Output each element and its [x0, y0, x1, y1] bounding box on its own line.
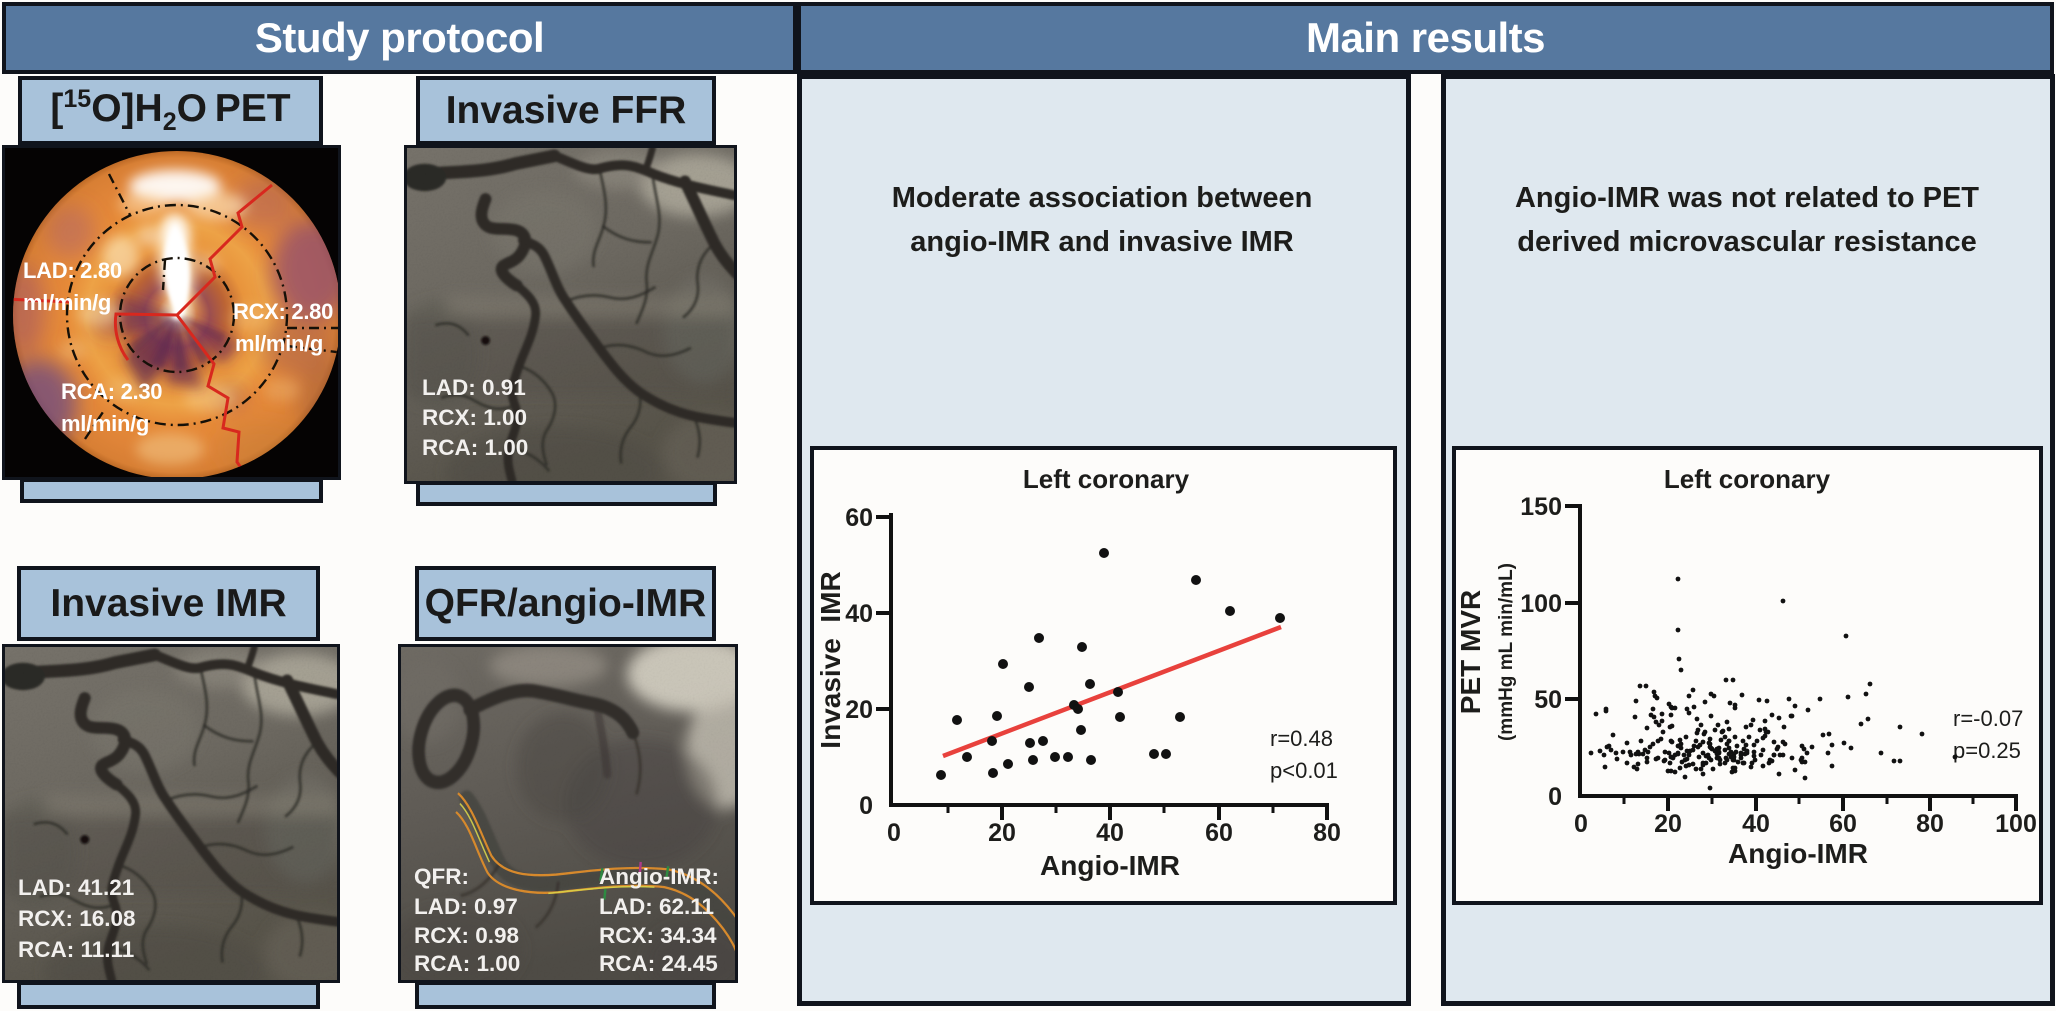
svg-text:ml/min/g: ml/min/g: [23, 290, 111, 315]
svg-text:LAD: 62.11: LAD: 62.11: [599, 894, 714, 919]
svg-text:ml/min/g: ml/min/g: [235, 331, 323, 356]
svg-text:LAD: 2.80: LAD: 2.80: [23, 258, 122, 283]
svg-text:LAD: 0.91: LAD: 0.91: [422, 375, 526, 400]
svg-text:RCX: 2.80: RCX: 2.80: [233, 299, 333, 324]
svg-text:LAD: 41.21: LAD: 41.21: [18, 875, 134, 900]
svg-text:RCA: 24.45: RCA: 24.45: [599, 951, 718, 976]
svg-text:RCA: 11.11: RCA: 11.11: [18, 937, 134, 962]
svg-text:RCX: 1.00: RCX: 1.00: [422, 405, 527, 430]
svg-text:ml/min/g: ml/min/g: [61, 411, 149, 436]
svg-text:RCX: 34.34: RCX: 34.34: [599, 923, 717, 948]
svg-text:RCX: 0.98: RCX: 0.98: [414, 923, 519, 948]
svg-text:RCA: 1.00: RCA: 1.00: [422, 435, 528, 460]
svg-text:RCX: 16.08: RCX: 16.08: [18, 906, 136, 931]
svg-text:RCA: 2.30: RCA: 2.30: [61, 379, 162, 404]
svg-text:LAD: 0.97: LAD: 0.97: [414, 894, 518, 919]
svg-text:QFR:: QFR:: [414, 864, 469, 889]
svg-text:Angio-IMR:: Angio-IMR:: [599, 864, 719, 889]
svg-text:RCA: 1.00: RCA: 1.00: [414, 951, 520, 976]
